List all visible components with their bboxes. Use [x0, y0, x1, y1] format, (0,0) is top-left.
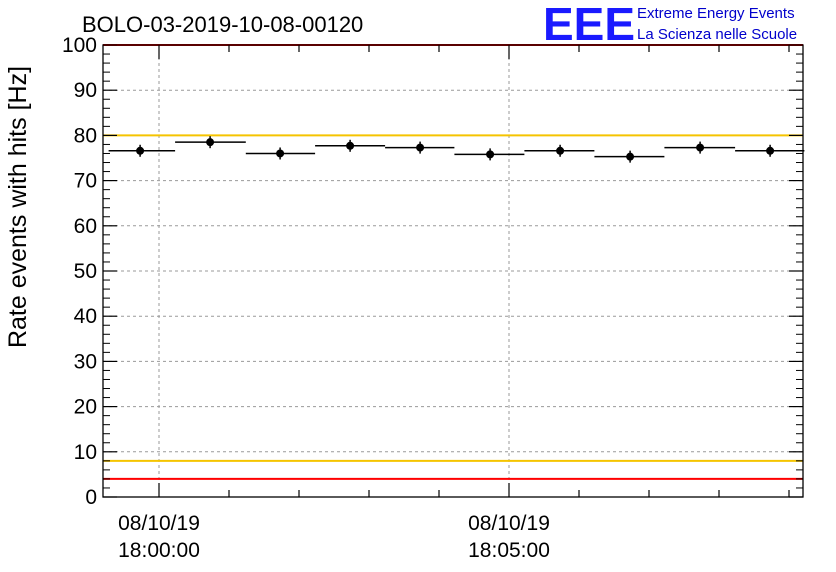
data-point	[486, 150, 495, 159]
y-axis-title: Rate events with hits [Hz]	[4, 66, 32, 348]
x-tick-label-time: 18:00:00	[118, 539, 200, 562]
x-tick-label-date: 08/10/19	[118, 512, 200, 535]
data-point	[766, 146, 775, 155]
y-tick-label: 20	[74, 396, 97, 419]
logo-line2: La Scienza nelle Scuole	[637, 26, 797, 43]
data-point	[626, 152, 635, 161]
y-tick-label: 0	[85, 486, 97, 509]
data-point	[696, 143, 705, 152]
data-point	[206, 138, 215, 147]
eee-logo: EEE Extreme Energy Events La Scienza nel…	[543, 0, 797, 50]
data-series	[108, 136, 805, 163]
x-tick-label-date: 08/10/19	[468, 512, 550, 535]
y-tick-label: 10	[74, 441, 97, 464]
data-point	[276, 149, 285, 158]
y-tick-label: 90	[74, 79, 97, 102]
y-tick-label: 30	[74, 350, 97, 373]
y-tick-label: 60	[74, 215, 97, 238]
y-tick-label: 70	[74, 170, 97, 193]
y-tick-label: 80	[74, 124, 97, 147]
y-tick-label: 100	[62, 34, 97, 57]
grid	[103, 45, 803, 497]
logo-mark: EEE	[543, 0, 635, 50]
data-point	[556, 146, 565, 155]
y-tick-label: 50	[74, 260, 97, 283]
data-point	[416, 143, 425, 152]
reference-lines	[103, 44, 803, 480]
y-tick-label: 40	[74, 305, 97, 328]
data-point	[346, 141, 355, 150]
x-tick-label-time: 18:05:00	[468, 539, 550, 562]
chart-title: BOLO-03-2019-10-08-00120	[82, 12, 363, 37]
logo-line1: Extreme Energy Events	[637, 5, 795, 22]
axes: 0 10 20 30 40 50 60 70 80 90 100 08/10/19 18:00:00 08…	[62, 34, 804, 562]
data-point	[136, 146, 145, 155]
